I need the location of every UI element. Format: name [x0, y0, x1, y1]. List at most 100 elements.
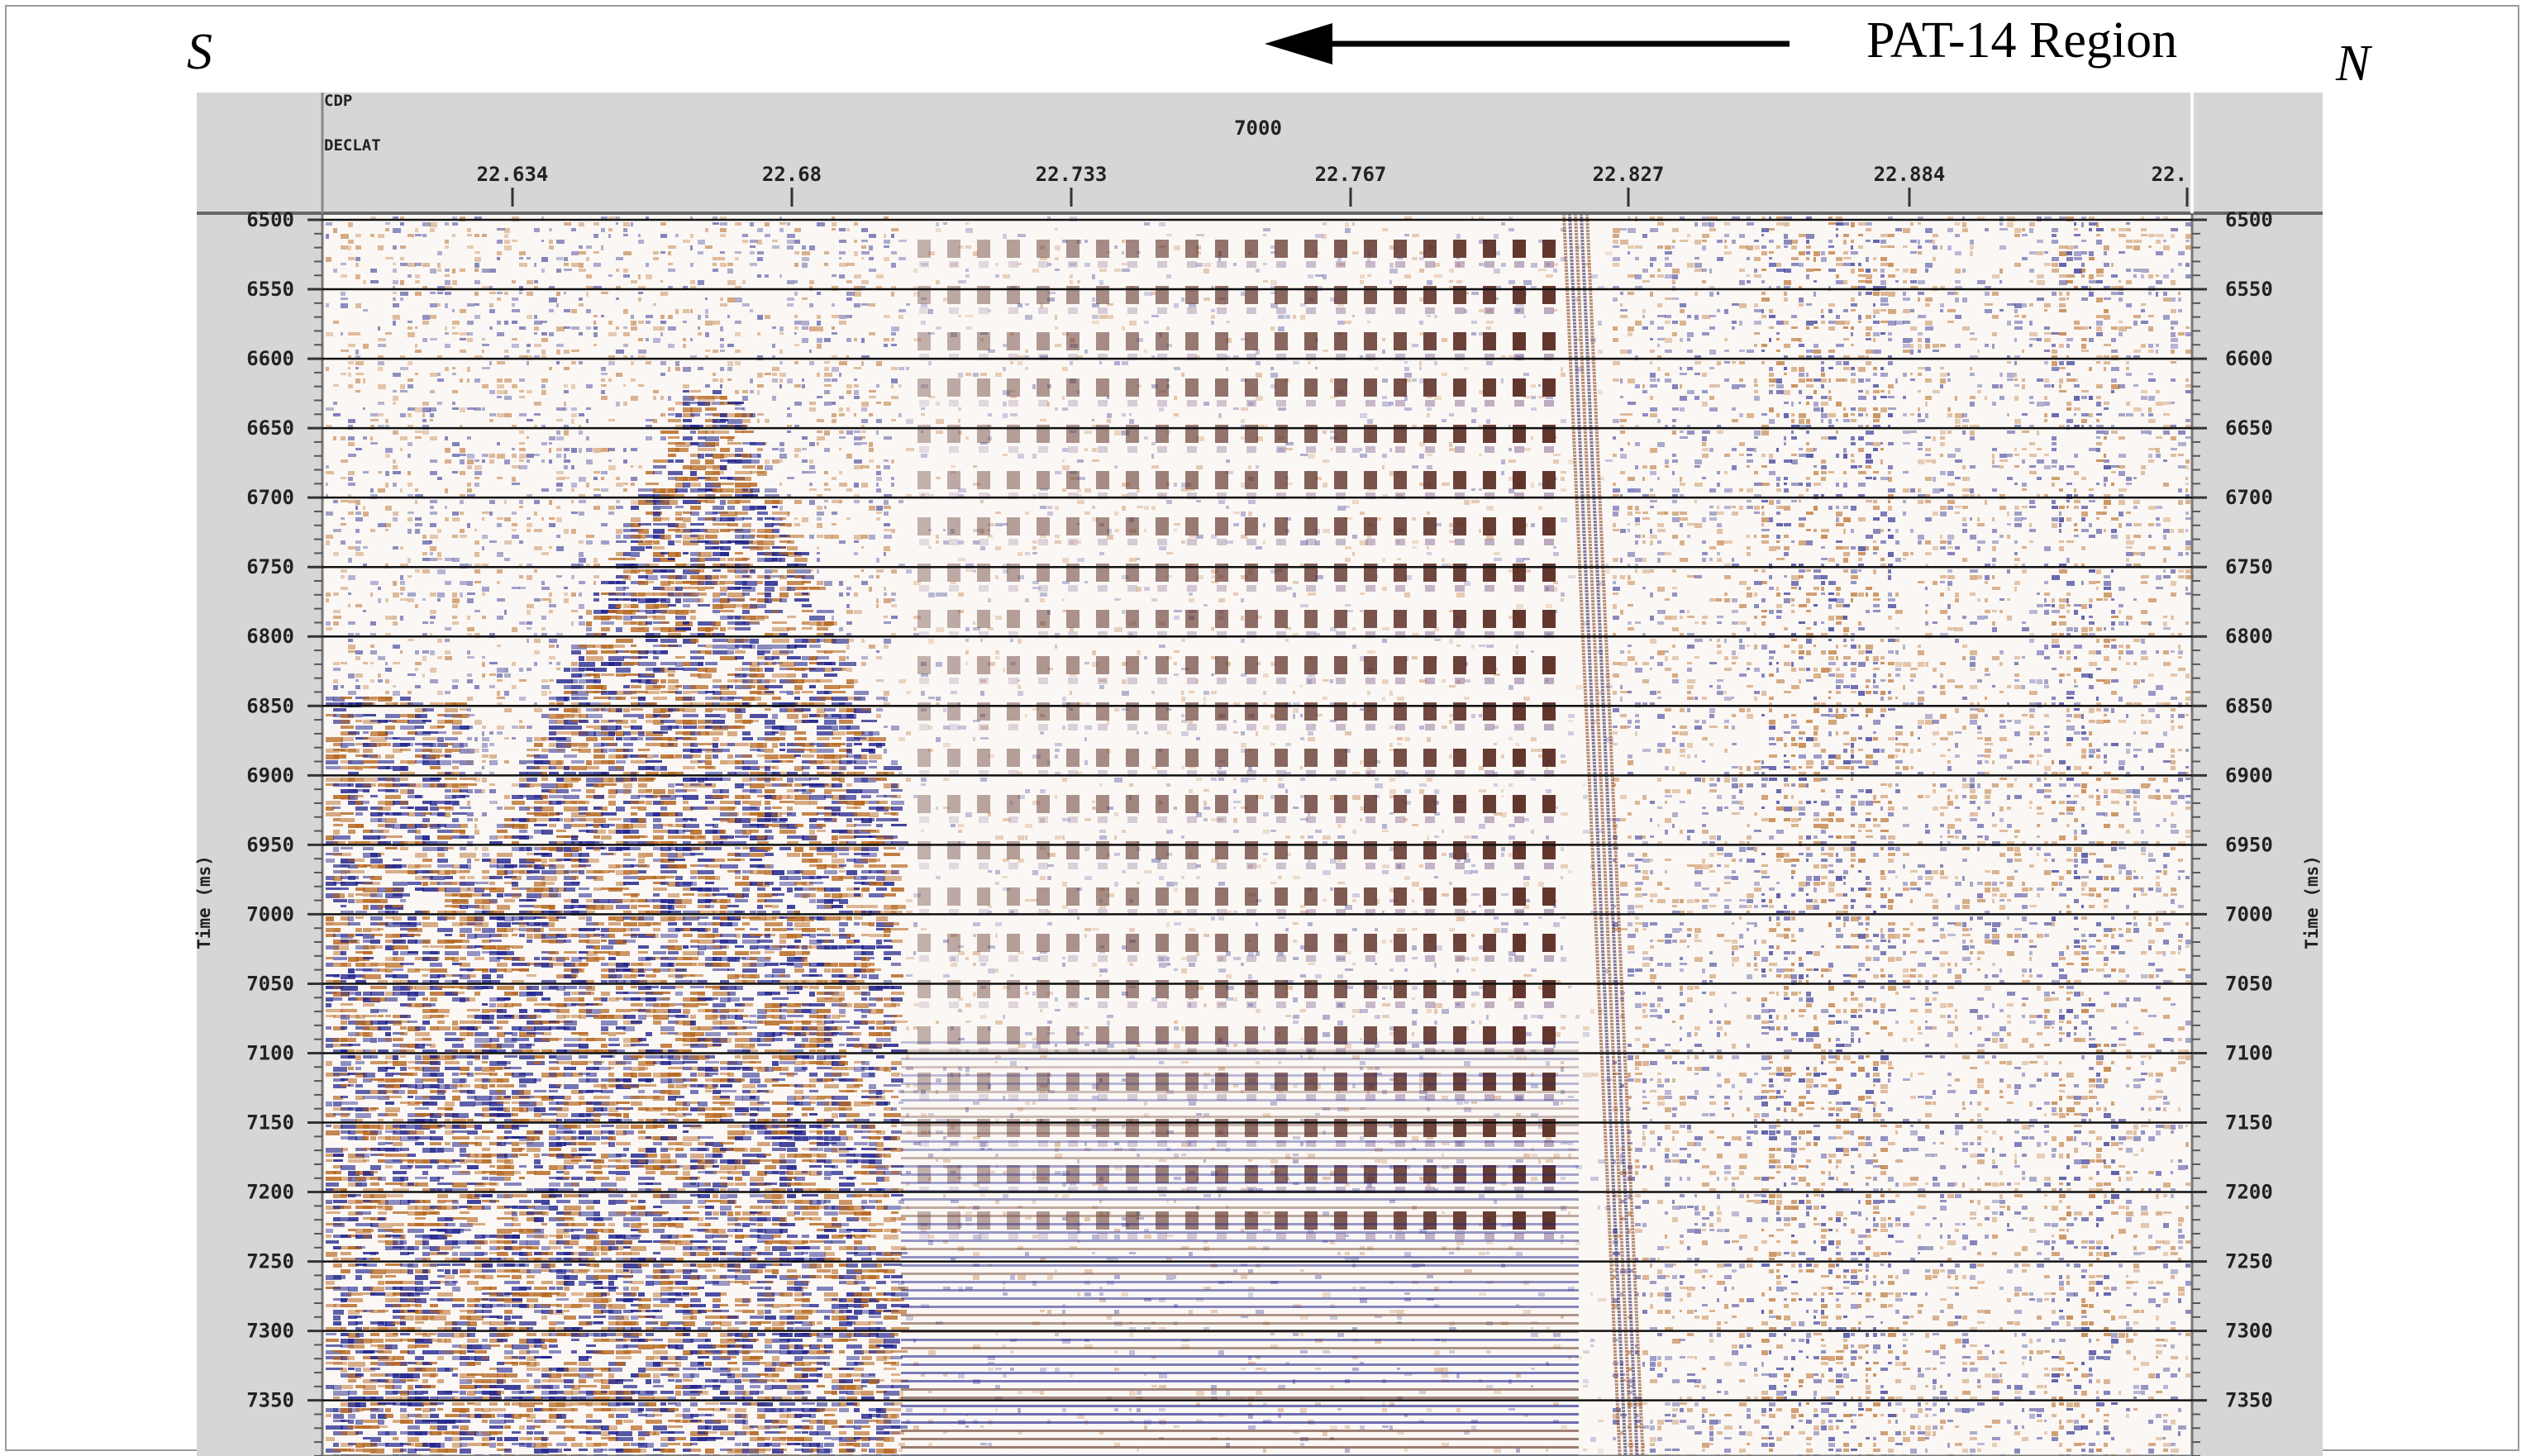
amplitude-wiggle [1828, 350, 1835, 353]
amplitude-wiggle [1784, 269, 1791, 273]
amplitude-wiggle [512, 587, 520, 589]
amplitude-wiggle [742, 419, 751, 423]
amplitude-wiggle [1628, 292, 1634, 295]
amplitude-wiggle [2014, 517, 2023, 521]
amplitude-wiggle [698, 436, 706, 440]
amplitude-wiggle [727, 367, 732, 371]
amplitude-wiggle [400, 587, 405, 591]
amplitude-wiggle [556, 477, 565, 480]
amplitude-wiggle [1895, 321, 1904, 325]
amplitude-wiggle [2029, 529, 2036, 532]
amplitude-wiggle [1955, 448, 1961, 452]
amplitude-wiggle [1404, 373, 1412, 378]
amplitude-wiggle [445, 240, 449, 244]
amplitude-wiggle [1151, 442, 1156, 445]
amplitude-wiggle [430, 269, 436, 274]
amplitude-wiggle [415, 274, 420, 278]
amplitude-wiggle [2081, 274, 2085, 278]
amplitude-wiggle [2163, 529, 2170, 533]
amplitude-wiggle [1747, 592, 1752, 597]
amplitude-wiggle [876, 274, 884, 278]
amplitude-wiggle [1761, 361, 1765, 364]
amplitude-wiggle [2037, 431, 2039, 435]
amplitude-wiggle [467, 494, 475, 497]
amplitude-wiggle [1776, 263, 1781, 267]
amplitude-wiggle [2111, 263, 2114, 267]
amplitude-wiggle [1761, 535, 1769, 538]
amplitude-wiggle [1382, 228, 1388, 231]
amplitude-wiggle [586, 621, 592, 626]
amplitude-wiggle [1866, 477, 1872, 479]
amplitude-wiggle [1628, 627, 1634, 630]
amplitude-wiggle [1672, 431, 1676, 435]
amplitude-wiggle [1888, 274, 1895, 278]
amplitude-wiggle [2148, 419, 2156, 423]
amplitude-wiggle [995, 373, 1002, 377]
amplitude-wiggle [1144, 350, 1147, 353]
amplitude-wiggle [1955, 592, 1959, 597]
amplitude-wiggle [1813, 575, 1821, 579]
amplitude-wiggle [980, 639, 983, 642]
amplitude-wiggle [1925, 402, 1928, 407]
amplitude-wiggle [1858, 494, 1865, 497]
amplitude-wiggle [1992, 546, 1996, 551]
amplitude-wiggle [422, 407, 431, 412]
amplitude-wiggle [1642, 280, 1650, 283]
amplitude-wiggle [497, 645, 501, 647]
amplitude-wiggle [348, 558, 352, 563]
amplitude-wiggle [1694, 315, 1699, 320]
amplitude-wiggle [1813, 465, 1817, 468]
amplitude-wiggle [1628, 645, 1632, 647]
amplitude-wiggle [2007, 454, 2013, 457]
amplitude-wiggle [2178, 488, 2182, 492]
amplitude-wiggle [1665, 315, 1671, 318]
amplitude-wiggle [1709, 367, 1714, 369]
amplitude-wiggle [2171, 297, 2176, 302]
amplitude-wiggle [1263, 280, 1268, 283]
amplitude-wiggle [638, 592, 654, 596]
amplitude-wiggle [415, 373, 418, 375]
amplitude-wiggle [1866, 546, 1869, 550]
amplitude-wiggle [1687, 535, 1690, 538]
amplitude-wiggle [705, 245, 713, 249]
amplitude-wiggle [1955, 546, 1960, 550]
amplitude-wiggle [1940, 378, 1946, 383]
amplitude-wiggle [1754, 332, 1760, 335]
amplitude-wiggle [601, 488, 608, 492]
amplitude-wiggle [2104, 315, 2110, 320]
amplitude-wiggle [2074, 488, 2076, 492]
amplitude-wiggle [1628, 442, 1630, 445]
amplitude-wiggle [1866, 222, 1872, 226]
amplitude-wiggle [1226, 459, 1230, 463]
amplitude-wiggle [646, 263, 649, 267]
amplitude-wiggle [869, 587, 872, 592]
amplitude-wiggle [794, 263, 798, 267]
amplitude-wiggle [1776, 587, 1779, 591]
amplitude-wiggle [1828, 240, 1833, 243]
amplitude-wiggle [988, 598, 991, 602]
amplitude-wiggle [2014, 373, 2017, 377]
amplitude-wiggle [2171, 326, 2174, 330]
amplitude-wiggle [2119, 610, 2121, 614]
amplitude-wiggle [2052, 477, 2060, 480]
amplitude-wiggle [1732, 512, 1738, 516]
amplitude-wiggle [2059, 488, 2063, 492]
amplitude-wiggle [1479, 263, 1485, 266]
amplitude-wiggle [556, 257, 563, 260]
amplitude-wiggle [2007, 523, 2011, 526]
amplitude-wiggle [742, 581, 757, 586]
amplitude-wiggle [1657, 512, 1666, 515]
amplitude-wiggle [809, 402, 816, 405]
amplitude-wiggle [482, 234, 487, 237]
amplitude-wiggle [713, 645, 727, 649]
amplitude-wiggle [601, 621, 614, 625]
amplitude-wiggle [1828, 378, 1831, 383]
amplitude-wiggle [2163, 413, 2170, 416]
amplitude-wiggle [675, 448, 689, 452]
amplitude-wiggle [2044, 465, 2051, 469]
amplitude-wiggle [1055, 540, 1061, 544]
amplitude-wiggle [512, 344, 519, 348]
amplitude-wiggle [713, 592, 720, 597]
amplitude-wiggle [1323, 483, 1327, 488]
amplitude-wiggle [1784, 280, 1791, 285]
